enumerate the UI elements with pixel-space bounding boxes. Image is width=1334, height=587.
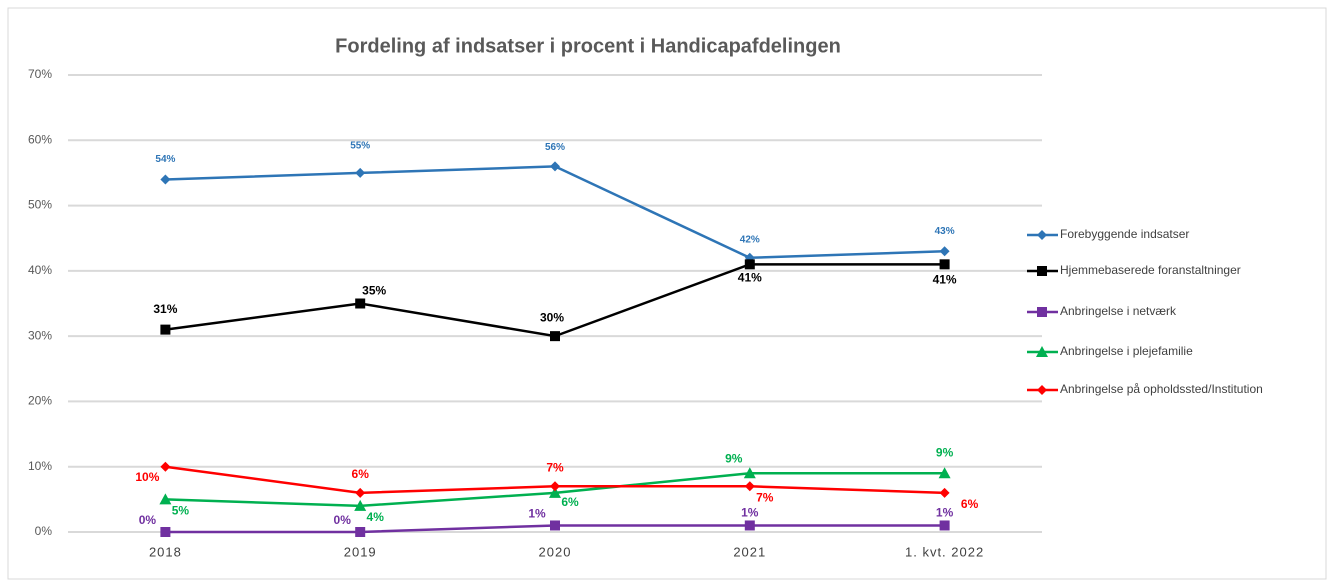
point-marker [355,298,366,309]
data-label: 54% [155,154,175,165]
point-marker [550,161,560,172]
x-tick-label: 2020 [539,544,572,559]
y-tick-label: 10% [28,459,52,473]
chart-title: Fordeling af indsatser i procent i Handi… [335,35,841,57]
data-label: 1% [528,507,546,521]
point-marker [938,467,951,479]
point-marker [1036,346,1048,357]
x-tick-label: 2018 [149,544,182,559]
y-tick-label: 60% [28,132,52,146]
point-marker [744,520,755,531]
x-tick-label: 2021 [733,544,766,559]
data-label: 42% [740,234,760,245]
chart-frame [7,7,1327,580]
data-label: 0% [334,513,352,527]
y-tick-label: 40% [28,263,52,277]
data-label: 56% [545,142,565,153]
data-label: 35% [362,284,386,298]
data-label: 41% [738,271,762,285]
legend-label: Anbringelse i plejefamilie [1060,344,1193,358]
point-marker [939,487,950,498]
point-marker [939,246,950,257]
data-label: 6% [561,495,579,509]
y-tick-label: 30% [28,328,52,342]
data-label: 7% [756,490,774,504]
y-tick-label: 0% [35,524,53,538]
point-marker [355,167,366,178]
data-label: 9% [936,445,954,459]
point-marker [1037,266,1047,276]
data-label: 0% [139,513,157,527]
point-marker [744,481,755,492]
point-marker [743,467,756,479]
data-label: 55% [350,141,370,152]
data-label: 43% [935,226,955,237]
y-tick-label: 50% [28,198,52,212]
point-marker [549,486,561,498]
y-tick-label: 70% [28,67,52,81]
point-marker [550,481,560,492]
point-marker [160,461,171,472]
point-marker [550,331,560,342]
y-tick-label: 20% [28,394,52,408]
x-tick-label: 2019 [344,544,377,559]
data-label: 4% [367,510,385,524]
point-marker [1037,385,1047,395]
data-label: 6% [961,497,979,511]
data-label: 31% [153,302,177,316]
data-label: 41% [933,273,957,287]
legend-label: Forebyggende indsatser [1060,227,1189,241]
point-marker [160,527,171,537]
data-label: 10% [135,470,159,484]
point-marker [1037,307,1047,317]
legend-label: Anbringelse på opholdssted/Institution [1060,382,1263,396]
legend-label: Anbringelse i netværk [1060,304,1177,318]
point-marker [550,520,560,531]
data-label: 9% [725,451,743,465]
legend-label: Hjemmebaserede foranstaltninger [1060,263,1241,277]
point-marker [744,259,755,270]
data-label: 6% [352,467,370,481]
point-marker [355,527,366,537]
point-marker [355,487,366,498]
point-marker [939,259,950,270]
data-label: 30% [540,310,564,324]
point-marker [939,520,950,531]
data-label: 1% [936,506,954,520]
point-marker [354,499,367,511]
point-marker [159,493,172,505]
x-tick-label: 1. kvt. 2022 [905,544,984,559]
point-marker [160,174,171,185]
data-label: 7% [546,460,564,474]
point-marker [160,324,171,335]
data-label: 1% [741,506,759,520]
point-marker [1037,230,1047,240]
data-label: 5% [172,504,190,518]
